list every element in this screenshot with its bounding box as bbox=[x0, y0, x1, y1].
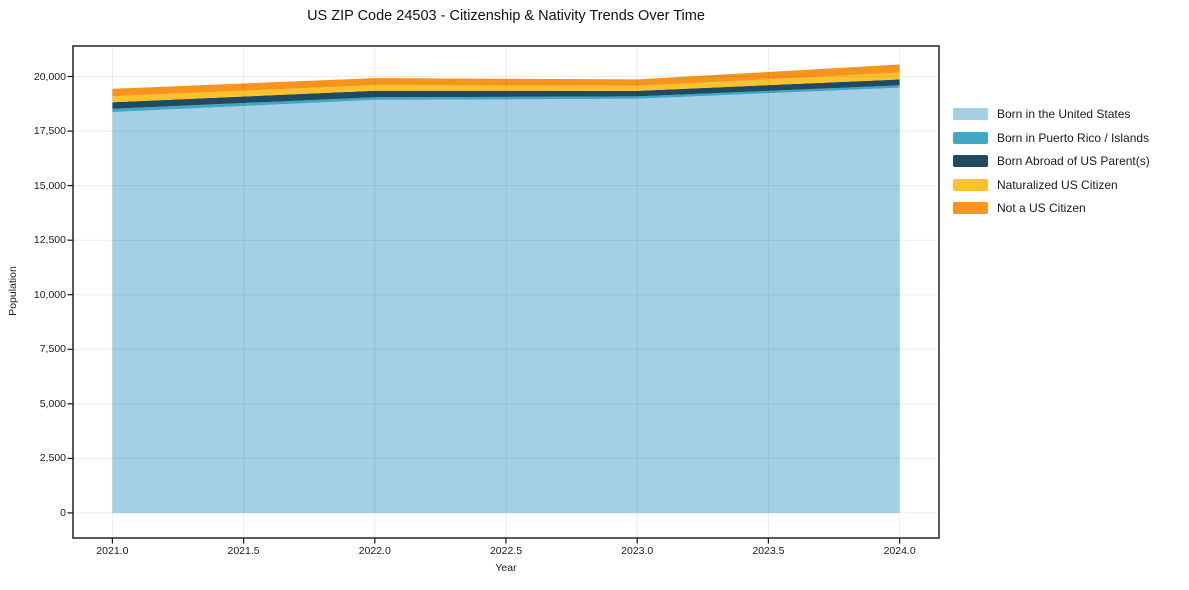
legend-swatch bbox=[953, 131, 988, 144]
legend-label: Born Abroad of US Parent(s) bbox=[997, 154, 1150, 168]
x-tick-label: 2023.5 bbox=[752, 545, 785, 557]
area-series bbox=[112, 87, 900, 513]
legend-item: Not a US Citizen bbox=[953, 200, 1150, 216]
x-tick-label: 2021.5 bbox=[227, 545, 260, 557]
y-tick-label: 10,000 bbox=[33, 288, 66, 301]
legend-label: Born in the United States bbox=[997, 107, 1131, 121]
legend-label: Born in Puerto Rico / Islands bbox=[997, 130, 1150, 145]
legend-label: Not a US Citizen bbox=[997, 201, 1086, 215]
x-tick-label: 2023.0 bbox=[621, 545, 654, 557]
legend-swatch bbox=[953, 108, 988, 120]
area-series bbox=[112, 85, 900, 113]
x-tick-label: 2022.0 bbox=[358, 545, 391, 557]
y-tick-label: 17,500 bbox=[33, 125, 66, 138]
gridlines bbox=[73, 46, 939, 538]
y-tick-label: 2,500 bbox=[39, 452, 66, 465]
area-series bbox=[112, 72, 900, 103]
legend-label: Naturalized US Citizen bbox=[997, 177, 1118, 192]
y-tick-label: 7,500 bbox=[39, 343, 66, 356]
legend-swatch bbox=[953, 155, 988, 167]
legend: Born in the United States Born in Puerto … bbox=[953, 106, 1150, 224]
legend-item: Born in the United States bbox=[953, 106, 1150, 122]
y-tick-label: 15,000 bbox=[33, 179, 66, 192]
y-tick-label: 5,000 bbox=[39, 397, 66, 410]
y-tick-label: 20,000 bbox=[33, 70, 66, 83]
area-series bbox=[112, 79, 900, 109]
legend-swatch bbox=[953, 178, 988, 191]
x-axis-label: Year bbox=[495, 562, 517, 574]
legend-item: Born Abroad of US Parent(s) bbox=[953, 153, 1150, 169]
legend-swatch bbox=[953, 202, 988, 214]
area-series bbox=[112, 64, 900, 97]
legend-item: Naturalized US Citizen bbox=[953, 177, 1150, 193]
x-tick-label: 2024.0 bbox=[883, 545, 916, 557]
axis-ticks bbox=[67, 75, 901, 544]
x-tick-label: 2021.0 bbox=[96, 545, 129, 557]
legend-item: Born in Puerto Rico / Islands bbox=[953, 130, 1150, 146]
stacked-areas bbox=[112, 64, 900, 513]
x-tick-label: 2022.5 bbox=[489, 545, 523, 557]
chart-title: US ZIP Code 24503 - Citizenship & Nativi… bbox=[307, 8, 705, 24]
y-tick-label: 12,500 bbox=[33, 234, 66, 247]
y-tick-label: 0 bbox=[60, 506, 66, 519]
